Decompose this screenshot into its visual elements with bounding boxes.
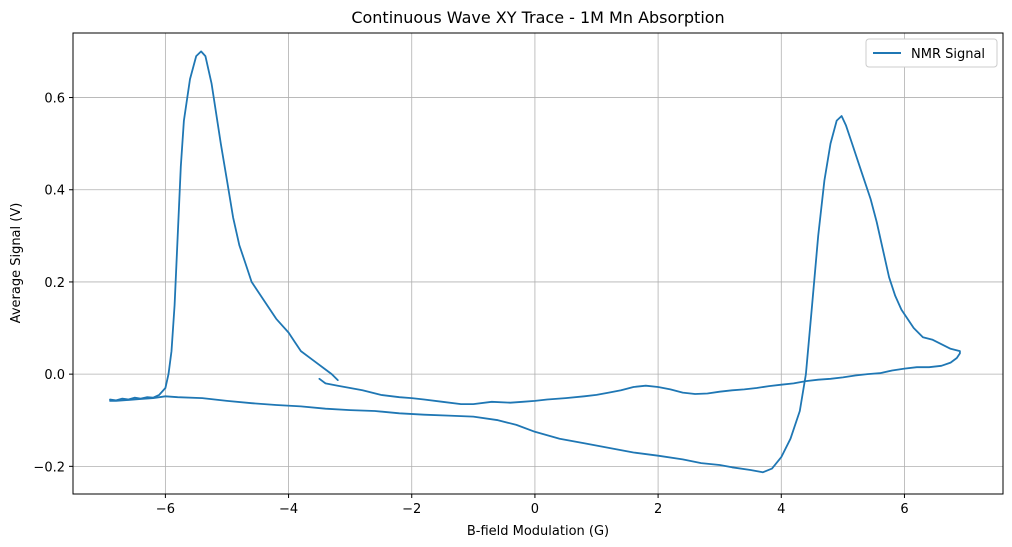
x-tick-label: −4 <box>279 502 298 517</box>
series-line-nmr-signal-segment-1 <box>109 50 339 402</box>
y-tick-label: 0.6 <box>44 92 65 107</box>
y-tick-label: −0.2 <box>33 460 65 475</box>
legend: NMR Signal <box>865 38 998 68</box>
y-tick-label: 0.0 <box>44 368 65 383</box>
x-tick-label: 6 <box>900 502 908 517</box>
x-tick-label: 0 <box>531 502 539 517</box>
plot-frame <box>72 32 1004 495</box>
chart-title: Continuous Wave XY Trace - 1M Mn Absorpt… <box>351 8 724 27</box>
series-layer <box>109 50 961 474</box>
x-tick-label: 4 <box>777 502 785 517</box>
legend-box <box>865 38 998 68</box>
x-tick-label: −6 <box>156 502 175 517</box>
x-tick-label: 2 <box>654 502 662 517</box>
y-tick-label: 0.2 <box>44 276 65 291</box>
x-axis-label: B-field Modulation (G) <box>467 524 609 539</box>
ticks: −6 −4 −2 0 2 4 6 −0.2 0.0 0.2 0.4 0.6 <box>33 92 908 517</box>
y-axis-label: Average Signal (V) <box>9 203 24 324</box>
legend-label-nmr-signal: NMR Signal <box>911 47 985 62</box>
x-tick-label: −2 <box>402 502 421 517</box>
y-tick-label: 0.4 <box>44 184 65 199</box>
series-line-nmr-signal-segment-2 <box>109 115 961 474</box>
